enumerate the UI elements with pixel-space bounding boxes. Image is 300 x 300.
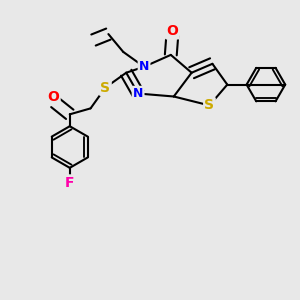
Text: S: S <box>100 81 110 94</box>
Text: N: N <box>139 60 149 73</box>
Text: N: N <box>133 87 143 100</box>
Text: F: F <box>65 176 74 190</box>
Text: S: S <box>204 98 214 112</box>
Text: O: O <box>47 89 59 103</box>
Text: O: O <box>167 24 178 38</box>
